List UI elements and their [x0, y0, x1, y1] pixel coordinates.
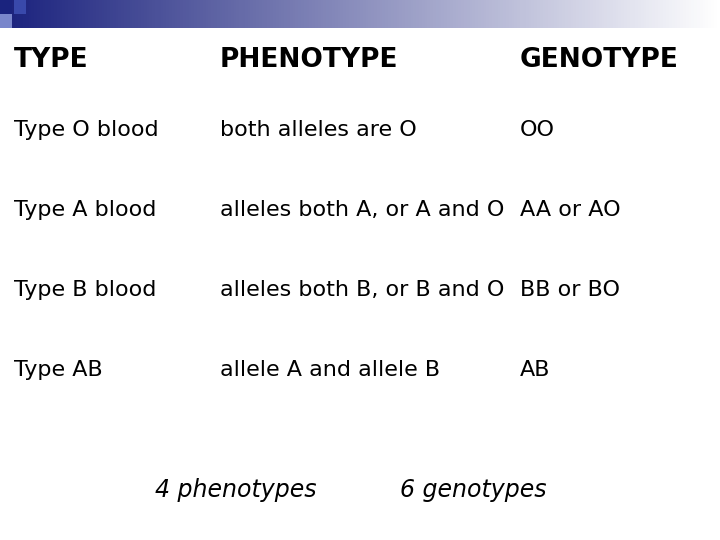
Bar	[14, 0, 26, 14]
Bar	[0, 14, 12, 28]
Bar	[0, 0, 12, 14]
Text: Type A blood: Type A blood	[14, 200, 156, 220]
Text: Type AB: Type AB	[14, 360, 103, 380]
Text: BB or BO: BB or BO	[520, 280, 620, 300]
Text: allele A and allele B: allele A and allele B	[220, 360, 440, 380]
Text: AA or AO: AA or AO	[520, 200, 621, 220]
Text: 6 genotypes: 6 genotypes	[400, 478, 546, 502]
Text: Type O blood: Type O blood	[14, 120, 158, 140]
Text: PHENOTYPE: PHENOTYPE	[220, 47, 398, 73]
Text: both alleles are O: both alleles are O	[220, 120, 417, 140]
Text: AB: AB	[520, 360, 551, 380]
Text: alleles both A, or A and O: alleles both A, or A and O	[220, 200, 505, 220]
Text: alleles both B, or B and O: alleles both B, or B and O	[220, 280, 505, 300]
Text: OO: OO	[520, 120, 555, 140]
Text: TYPE: TYPE	[14, 47, 89, 73]
Text: 4 phenotypes: 4 phenotypes	[155, 478, 317, 502]
Text: GENOTYPE: GENOTYPE	[520, 47, 679, 73]
Text: Type B blood: Type B blood	[14, 280, 156, 300]
